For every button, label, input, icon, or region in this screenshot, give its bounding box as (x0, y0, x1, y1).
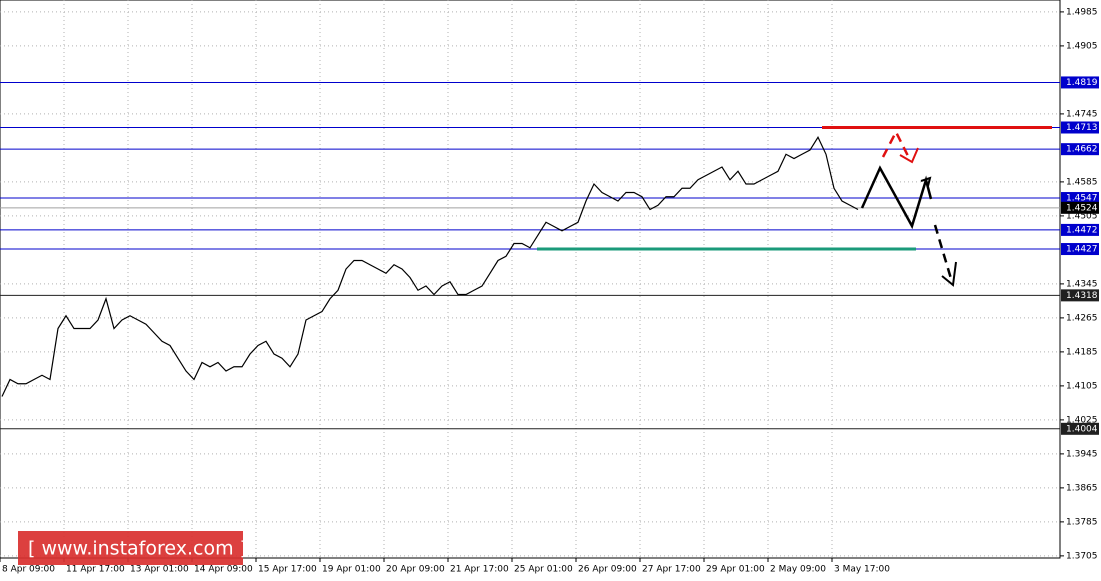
watermark: [ www.instaforex.com ] (28, 538, 247, 560)
x-tick-label: 2 May 09:00 (770, 565, 826, 575)
plot-frame (0, 0, 1061, 559)
level-label: 1.4427 (1066, 245, 1098, 255)
level-label: 1.4819 (1066, 78, 1098, 88)
y-tick-label: 1.3785 (1066, 517, 1098, 527)
level-label: 1.4547 (1066, 194, 1098, 204)
level-label: 1.4662 (1066, 145, 1098, 155)
level-label: 1.4713 (1066, 123, 1098, 133)
y-tick-label: 1.4105 (1066, 381, 1098, 391)
y-tick-label: 1.4025 (1066, 415, 1098, 425)
x-tick-label: 20 Apr 09:00 (386, 565, 445, 575)
last-price-box (1061, 201, 1099, 214)
level-label-box (1061, 76, 1099, 89)
x-tick-label: 25 Apr 01:00 (514, 565, 573, 575)
y-tick-label: 1.4345 (1066, 279, 1098, 289)
y-tick-label: 1.3865 (1066, 483, 1098, 493)
y-tick-label: 1.4265 (1066, 313, 1098, 323)
y-tick-label: 1.4745 (1066, 109, 1098, 119)
x-tick-label: 27 Apr 17:00 (642, 565, 701, 575)
arrow-head (920, 176, 932, 187)
price-line (1, 136, 859, 397)
y-tick-label: 1.4985 (1066, 7, 1098, 17)
level-label: 1.4472 (1066, 225, 1098, 235)
y-tick-label: 1.4905 (1066, 41, 1098, 51)
y-tick-label: 1.4585 (1066, 177, 1098, 187)
watermark-box (18, 531, 243, 565)
x-tick-label: 21 Apr 17:00 (450, 565, 509, 575)
level-label-box (1061, 243, 1099, 256)
x-tick-label: 15 Apr 17:00 (258, 565, 317, 575)
level-label-box (1061, 121, 1099, 134)
forecast-arrow-dashed (933, 224, 954, 283)
forecast-arrow (860, 165, 933, 230)
arrow-head (899, 147, 919, 164)
level-label-box (1061, 422, 1099, 435)
level-label: 1.4318 (1066, 291, 1098, 301)
level-label-box (1061, 289, 1099, 302)
last-price-label: 1.4524 (1066, 203, 1098, 213)
y-tick-label: 1.4185 (1066, 347, 1098, 357)
level-label-box (1061, 192, 1099, 205)
level-label-box (1061, 143, 1099, 156)
arrow-head (941, 261, 957, 287)
level-label-box (1061, 223, 1099, 236)
x-tick-label: 11 Apr 17:00 (66, 565, 125, 575)
x-tick-label: 26 Apr 09:00 (578, 565, 637, 575)
y-tick-label: 1.3705 (1066, 551, 1098, 561)
x-tick-label: 19 Apr 01:00 (322, 565, 381, 575)
x-tick-label: 8 Apr 09:00 (2, 565, 55, 575)
y-tick-label: 1.3945 (1066, 449, 1098, 459)
x-tick-label: 13 Apr 01:00 (130, 565, 189, 575)
x-tick-label: 3 May 17:00 (834, 565, 890, 575)
y-tick-label: 1.4505 (1066, 211, 1098, 221)
level-label: 1.4004 (1066, 424, 1098, 434)
x-tick-label: 14 Apr 09:00 (194, 565, 253, 575)
x-tick-label: 29 Apr 01:00 (706, 565, 765, 575)
forecast-arrow-red (881, 129, 912, 161)
